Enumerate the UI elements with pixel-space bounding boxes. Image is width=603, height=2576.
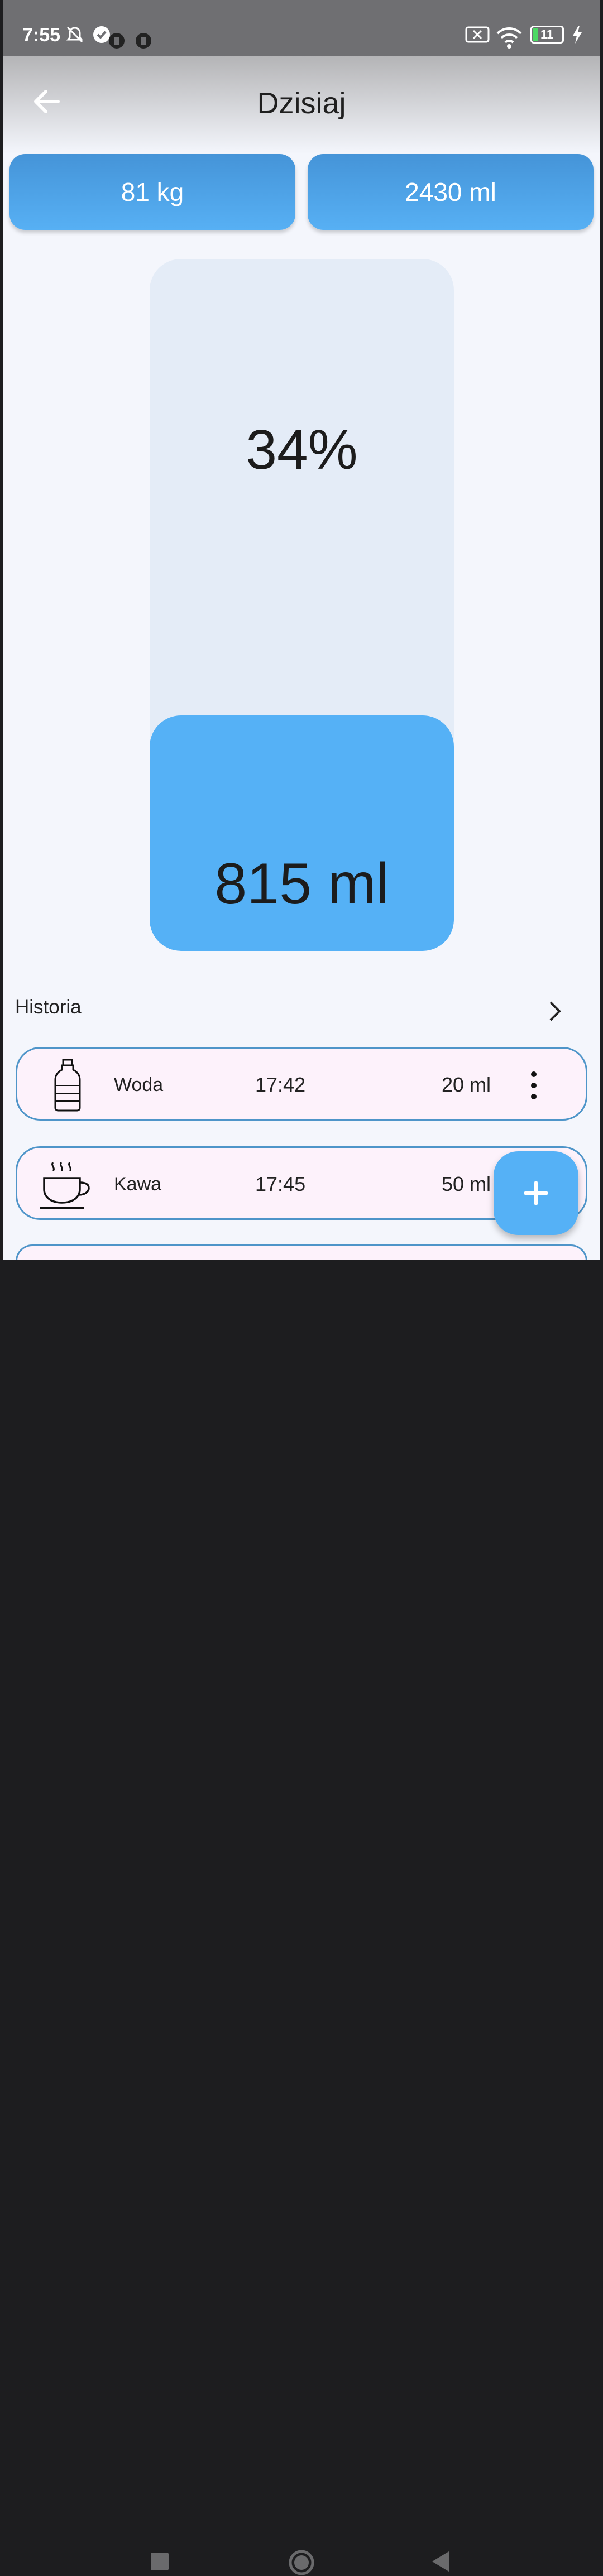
chevron-right-icon[interactable] — [544, 1000, 566, 1022]
wifi-icon — [496, 27, 522, 49]
entry-name: Kawa — [114, 1174, 162, 1195]
status-time: 7:55 — [22, 25, 61, 46]
consumed-amount: 815 ml — [214, 852, 389, 916]
history-title: Historia — [15, 996, 82, 1018]
app-bar — [3, 56, 600, 154]
coffee-cup-icon — [40, 1161, 90, 1209]
back-button[interactable] — [29, 84, 65, 119]
history-entry[interactable]: Woda 17:42 20 ml — [16, 1047, 587, 1121]
entry-time: 17:45 — [255, 1172, 306, 1195]
progress-percent: 34% — [246, 419, 358, 481]
charging-icon — [573, 26, 582, 44]
check-circle-icon — [93, 26, 110, 43]
recents-square-icon[interactable] — [150, 2551, 170, 2572]
history-entry[interactable]: Kawa 17:45 50 ml — [16, 1146, 587, 1220]
more-vertical-icon[interactable] — [528, 1069, 539, 1102]
notification-icon — [109, 33, 125, 49]
entry-name: Woda — [114, 1074, 164, 1095]
back-triangle-icon[interactable] — [430, 2550, 450, 2573]
water-progress-gauge: 34% 815 ml — [150, 259, 454, 951]
bell-off-icon — [66, 26, 83, 43]
water-bottle-icon — [54, 1059, 81, 1112]
battery-icon: 11 — [530, 26, 564, 44]
app-screen: 7:55 11 — [3, 0, 600, 1260]
goal-button[interactable]: 2430 ml — [308, 154, 594, 230]
system-nav-bar — [0, 1260, 603, 2575]
entry-volume: 50 ml — [442, 1172, 491, 1195]
sim-off-icon — [465, 26, 490, 43]
plus-icon — [524, 1181, 548, 1205]
notification-icon — [136, 33, 151, 49]
home-circle-icon[interactable] — [288, 2549, 315, 2576]
entry-volume: 20 ml — [442, 1073, 491, 1096]
history-entry-partial[interactable] — [16, 1244, 587, 1260]
add-drink-button[interactable] — [494, 1151, 578, 1235]
status-bar: 7:55 11 — [3, 0, 600, 56]
page-title: Dzisiaj — [257, 86, 346, 120]
battery-level: 11 — [540, 27, 554, 41]
entry-time: 17:42 — [255, 1073, 306, 1096]
gauge-fill — [150, 715, 454, 951]
weight-button[interactable]: 81 kg — [9, 154, 295, 230]
